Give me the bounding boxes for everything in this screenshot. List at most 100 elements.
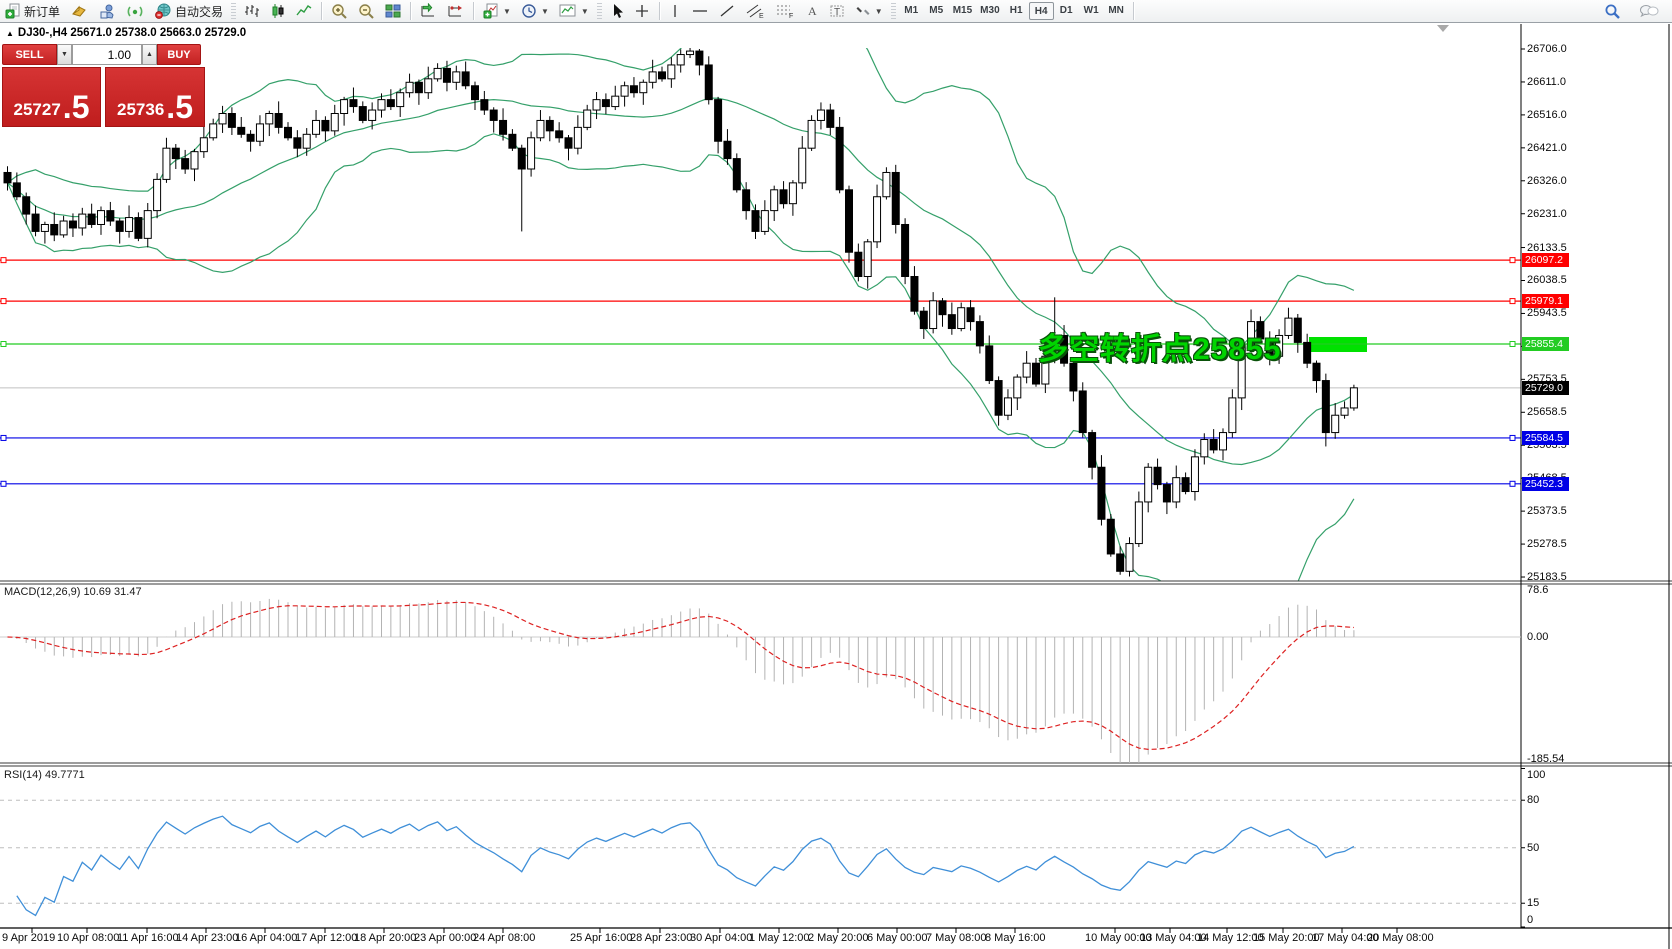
fibonacci-icon: F — [776, 5, 793, 19]
volume-increase-button[interactable]: ▲ — [142, 44, 157, 65]
time-axis-label: 9 Apr 2019 — [2, 932, 56, 944]
chart-shift-button[interactable] — [442, 1, 469, 21]
line-handle[interactable] — [0, 340, 7, 347]
line-handle[interactable] — [1509, 340, 1516, 347]
line-chart-icon — [296, 5, 312, 16]
current-price-badge: 25729.0 — [1522, 380, 1569, 395]
dropdown-caret: ▼ — [874, 6, 883, 16]
expand-triangle-icon[interactable]: ▲ — [6, 28, 14, 38]
chart-shift-icon — [448, 5, 463, 17]
search-icon — [1605, 4, 1620, 19]
timeframe-m30-button[interactable]: M30 — [980, 5, 1000, 16]
time-axis-label: 7 May 08:00 — [926, 932, 987, 944]
buy-price-box[interactable]: 25736 .5 — [105, 67, 205, 127]
bar-chart-button[interactable] — [239, 1, 265, 21]
auto-scroll-button[interactable] — [415, 1, 442, 21]
price-axis-tick: 25373.5 — [1527, 505, 1567, 518]
candlestick-button[interactable] — [265, 1, 291, 21]
time-axis-label: 14 Apr 23:00 — [176, 932, 239, 944]
trendline-button[interactable] — [714, 1, 740, 21]
zoom-in-button[interactable] — [326, 1, 353, 21]
zoom-out-button[interactable] — [353, 1, 380, 21]
timeframe-h4-button[interactable]: H4 — [1028, 2, 1054, 20]
time-axis-label: 8 May 16:00 — [985, 932, 1046, 944]
market-profile-icon — [100, 4, 114, 19]
time-axis-label: 1 May 12:00 — [749, 932, 810, 944]
timeframe-m1-button[interactable]: M1 — [904, 5, 919, 16]
price-axis-tick: 26421.0 — [1527, 141, 1567, 154]
zoom-out-icon — [359, 4, 374, 19]
timeframe-h1-button[interactable]: H1 — [1009, 5, 1023, 16]
rsi-label: RSI(14) 49.7771 — [4, 769, 85, 781]
indicators-button[interactable]: ▼ — [478, 1, 516, 21]
signals-button[interactable] — [121, 1, 149, 21]
time-axis-label: 6 May 00:00 — [867, 932, 928, 944]
price-axis-tick: 25658.5 — [1527, 406, 1567, 419]
timeframe-mn-button[interactable]: MN — [1108, 5, 1124, 16]
chart-annotation-text[interactable]: 多空转折点25855 — [1038, 333, 1282, 366]
price-axis-tick: 26133.5 — [1527, 241, 1567, 254]
fibonacci-button[interactable]: F — [770, 1, 800, 21]
market-button[interactable] — [93, 1, 121, 21]
buy-button[interactable]: BUY — [157, 44, 201, 65]
autotrading-button[interactable]: 自动交易 — [149, 1, 228, 21]
timeframe-m5-button[interactable]: M5 — [929, 5, 944, 16]
sell-button[interactable]: SELL — [2, 44, 57, 65]
auto-scroll-icon — [421, 3, 435, 17]
toolbar: 新订单 自动交易 — [0, 0, 1672, 23]
horizontal-line-button[interactable] — [686, 1, 714, 21]
timeframe-w1-button[interactable]: W1 — [1083, 5, 1099, 16]
line-handle[interactable] — [0, 434, 7, 441]
candles — [3, 48, 1358, 577]
line-handle[interactable] — [1509, 480, 1516, 487]
rsi-axis-tick: 50 — [1527, 841, 1540, 854]
vertical-line-button[interactable] — [664, 1, 686, 21]
time-axis-label: 28 Apr 23:00 — [630, 932, 693, 944]
svg-text:F: F — [789, 13, 793, 19]
line-handle[interactable] — [0, 257, 7, 264]
macd-plot — [0, 598, 1521, 763]
level-price-badge: 26097.2 — [1522, 253, 1569, 268]
macd-axis-tick: 0.00 — [1527, 631, 1549, 643]
new-order-button[interactable]: 新订单 — [0, 1, 65, 21]
templates-button[interactable]: ▼ — [554, 1, 594, 21]
volume-field[interactable]: 1.00 — [72, 44, 142, 65]
text-button[interactable]: A — [800, 1, 824, 21]
toolbar-separator — [473, 2, 475, 20]
line-handle[interactable] — [0, 298, 7, 305]
line-handle[interactable] — [0, 480, 7, 487]
time-axis-label: 2 May 20:00 — [808, 932, 869, 944]
dropdown-caret: ▼ — [580, 6, 589, 16]
cursor-button[interactable] — [605, 1, 629, 21]
new-order-icon — [5, 3, 20, 19]
sell-price-box[interactable]: 25727 .5 — [2, 67, 101, 127]
crosshair-button[interactable] — [629, 1, 655, 21]
equidistant-channel-button[interactable]: E — [740, 1, 770, 21]
time-axis-label: 17 Apr 12:00 — [295, 932, 358, 944]
timeframe-d1-button[interactable]: D1 — [1059, 5, 1073, 16]
tile-windows-button[interactable] — [380, 1, 406, 21]
arrows-button[interactable]: ▼ — [850, 1, 888, 21]
time-axis-label: 14 May 12:00 — [1197, 932, 1264, 944]
line-handle[interactable] — [1509, 257, 1516, 264]
volume-decrease-button[interactable]: ▼ — [57, 44, 72, 65]
line-handle[interactable] — [1509, 434, 1516, 441]
time-axis-label: 10 May 00:00 — [1085, 932, 1152, 944]
chart-shift-marker-icon[interactable] — [1437, 25, 1449, 32]
cursor-icon — [613, 4, 623, 18]
buy-price-frac: .5 — [166, 89, 193, 125]
bollinger-bands — [6, 48, 1355, 581]
line-handle[interactable] — [1509, 298, 1516, 305]
metaeditor-button[interactable] — [65, 1, 93, 21]
text-label-button[interactable]: T — [824, 1, 850, 21]
chart-area[interactable]: ▲ DJ30-,H4 25671.0 25738.0 25663.0 25729… — [0, 24, 1672, 949]
price-axis-tick: 26611.0 — [1527, 75, 1566, 88]
timeframe-m15-button[interactable]: M15 — [952, 5, 973, 16]
search-button[interactable] — [1599, 1, 1626, 21]
periods-button[interactable]: ▼ — [516, 1, 554, 21]
line-chart-button[interactable] — [291, 1, 317, 21]
dropdown-caret: ▼ — [503, 6, 511, 16]
macd-axis-tick: 78.6 — [1527, 584, 1549, 596]
horizontal-line-icon — [692, 10, 707, 12]
chat-button[interactable] — [1634, 1, 1664, 21]
